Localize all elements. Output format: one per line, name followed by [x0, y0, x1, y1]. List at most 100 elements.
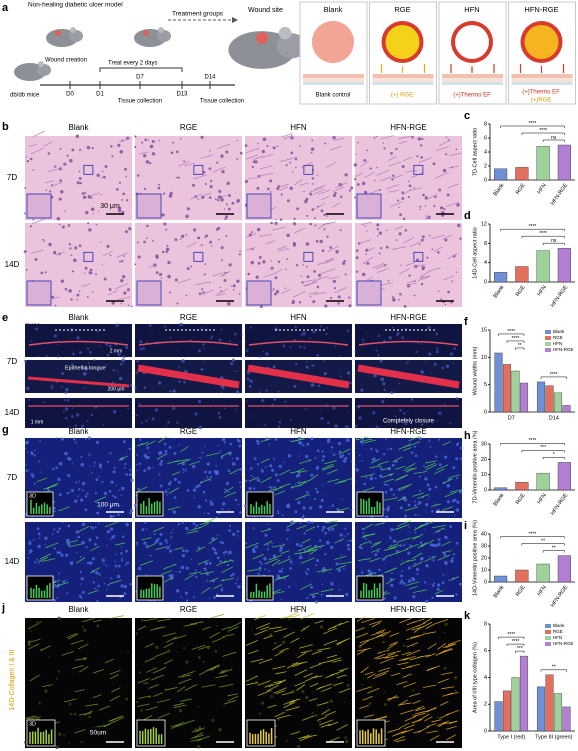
fiber [260, 626, 270, 631]
cell [400, 580, 404, 584]
cell [70, 254, 73, 257]
cell [50, 386, 54, 390]
mouse-head [157, 30, 171, 42]
cell [214, 649, 218, 653]
fiber [222, 633, 235, 638]
sig-bracket [498, 333, 525, 336]
cell [34, 258, 38, 262]
cell [429, 446, 432, 448]
sig-label: **** [539, 231, 547, 237]
fiber [271, 559, 281, 567]
cell [106, 460, 110, 463]
cell [88, 465, 91, 468]
cell [174, 238, 178, 242]
cell [59, 147, 62, 150]
cell [34, 561, 37, 564]
cell [91, 557, 95, 561]
fiber [293, 179, 303, 186]
cell [109, 514, 113, 518]
cell [448, 579, 450, 581]
fiber [320, 195, 330, 201]
fiber [424, 716, 433, 722]
cell [89, 561, 93, 565]
fiber [381, 630, 391, 637]
cell [179, 137, 182, 140]
cell [286, 199, 290, 203]
fiber [402, 655, 416, 661]
fiber [283, 134, 294, 140]
cell [290, 520, 294, 524]
fiber [405, 543, 419, 550]
cell [120, 302, 123, 305]
cell [143, 541, 147, 545]
fiber [143, 618, 158, 622]
fiber [442, 643, 455, 648]
sig-bracket [498, 636, 525, 640]
label: j [1, 602, 5, 614]
cell [137, 566, 142, 571]
cell [209, 476, 213, 479]
fiber [190, 734, 204, 739]
cell [169, 544, 171, 547]
cell [36, 621, 40, 625]
cell [436, 587, 440, 591]
cell [48, 655, 50, 658]
cell [311, 521, 314, 524]
fiber [204, 516, 218, 524]
cell [424, 360, 427, 362]
cell [444, 622, 448, 626]
fiber [449, 474, 460, 479]
cell [340, 554, 343, 556]
cell [386, 483, 389, 486]
cell [143, 469, 147, 473]
fiber [300, 625, 310, 632]
cell [62, 410, 65, 413]
fiber [30, 147, 44, 155]
cell [428, 352, 432, 356]
cell [274, 473, 278, 477]
cell [165, 228, 168, 231]
fiber [409, 655, 424, 661]
fiber [295, 661, 308, 665]
cell [66, 399, 70, 402]
fiber [329, 670, 345, 676]
fiber [314, 620, 324, 624]
cell [141, 528, 145, 532]
cell [185, 468, 187, 471]
cell [23, 250, 27, 254]
mouse-head [69, 30, 83, 42]
cell [157, 186, 161, 190]
cell [432, 558, 435, 562]
cell [239, 467, 243, 471]
cell [117, 352, 121, 357]
fiber [325, 161, 337, 169]
cell [307, 520, 311, 524]
cell [355, 468, 359, 472]
cell [51, 384, 53, 387]
fiber [50, 296, 60, 300]
fiber [212, 166, 226, 173]
fiber [355, 627, 365, 632]
fiber [421, 270, 432, 277]
cell [126, 288, 130, 292]
label: HFN-RGE [390, 123, 426, 132]
cell [436, 716, 439, 718]
cell [455, 148, 458, 151]
cell [220, 329, 223, 331]
cell [374, 553, 378, 557]
cell [444, 535, 448, 540]
fiber [174, 547, 184, 551]
cell [53, 334, 57, 338]
cell [236, 279, 240, 283]
fiber [434, 527, 444, 534]
cell [57, 732, 62, 736]
cell [68, 742, 71, 745]
fiber [396, 537, 411, 543]
cell [444, 238, 448, 242]
cell [169, 480, 172, 484]
cell [236, 198, 241, 203]
cell [57, 339, 60, 341]
fiber [32, 130, 45, 138]
cell [325, 404, 328, 406]
cell [258, 391, 261, 394]
